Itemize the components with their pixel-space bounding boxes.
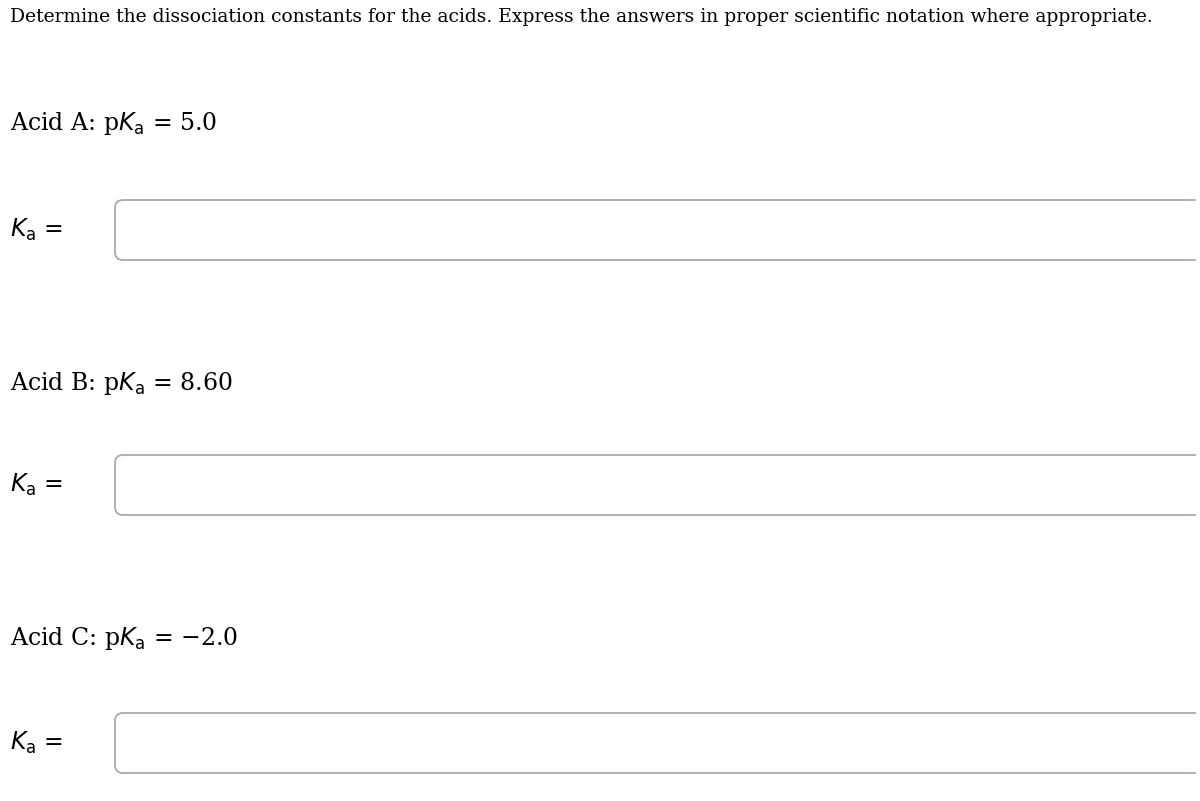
Text: Determine the dissociation constants for the acids. Express the answers in prope: Determine the dissociation constants for…: [10, 8, 1153, 26]
FancyBboxPatch shape: [115, 713, 1195, 773]
Bar: [1186, 711, 1198, 775]
Text: $K_\mathrm{a}$ =: $K_\mathrm{a}$ =: [10, 472, 64, 498]
Bar: [1186, 198, 1198, 262]
Text: $K_\mathrm{a}$ =: $K_\mathrm{a}$ =: [10, 730, 64, 756]
Text: $K_\mathrm{a}$ =: $K_\mathrm{a}$ =: [10, 217, 64, 243]
Text: Acid C: p$K_\mathrm{a}$ = −2.0: Acid C: p$K_\mathrm{a}$ = −2.0: [10, 625, 238, 652]
Text: Acid B: p$K_\mathrm{a}$ = 8.60: Acid B: p$K_\mathrm{a}$ = 8.60: [10, 370, 233, 397]
FancyBboxPatch shape: [115, 455, 1195, 515]
Bar: [1186, 453, 1198, 517]
FancyBboxPatch shape: [115, 200, 1195, 260]
Text: Acid A: p$K_\mathrm{a}$ = 5.0: Acid A: p$K_\mathrm{a}$ = 5.0: [10, 110, 217, 137]
